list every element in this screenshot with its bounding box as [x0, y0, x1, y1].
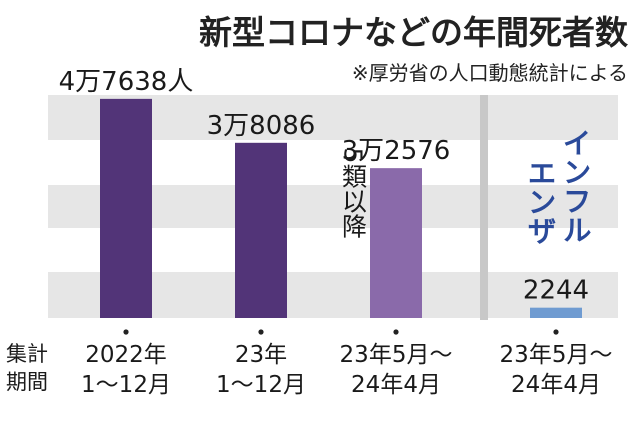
chart-subtitle: ※厚労省の人口動態統計による: [352, 61, 628, 85]
category-3-line2: 24年4月: [511, 372, 601, 398]
category-2-line2: 24年4月: [351, 372, 441, 398]
category-3-line1: 23年5月〜: [500, 342, 613, 368]
category-1-line2: 1〜12月: [216, 372, 306, 398]
bar-0: [100, 98, 152, 318]
influenza-label-line1: インフル: [558, 128, 592, 244]
value-label-2: 3万2576: [342, 136, 451, 166]
value-label-0: 4万7638人: [59, 67, 194, 97]
category-0-line1: 2022年: [85, 342, 167, 368]
bar-3: [530, 307, 582, 318]
category-dots: [123, 329, 559, 335]
category-dot-1: [258, 329, 264, 335]
bar-2: [370, 168, 422, 318]
annotation-5rui: 5類以降: [339, 148, 368, 239]
value-label-1: 3万8086: [207, 111, 316, 141]
period-label-line1: 集計: [6, 342, 48, 366]
category-dot-0: [123, 329, 129, 335]
category-2-line1: 23年5月〜: [340, 342, 453, 368]
category-dot-3: [553, 329, 559, 335]
category-dot-2: [393, 329, 399, 335]
value-label-3: 2244: [523, 276, 589, 306]
bar-1: [235, 142, 287, 318]
chart-title: 新型コロナなどの年間死者数: [199, 13, 629, 52]
influenza-label-line2: エンザ: [523, 158, 557, 245]
category-0-line2: 1〜12月: [81, 372, 171, 398]
category-1-line1: 23年: [235, 342, 287, 368]
influenza-panel-divider: [480, 95, 488, 320]
bars: [100, 98, 582, 318]
period-label-line2: 期間: [6, 370, 48, 394]
